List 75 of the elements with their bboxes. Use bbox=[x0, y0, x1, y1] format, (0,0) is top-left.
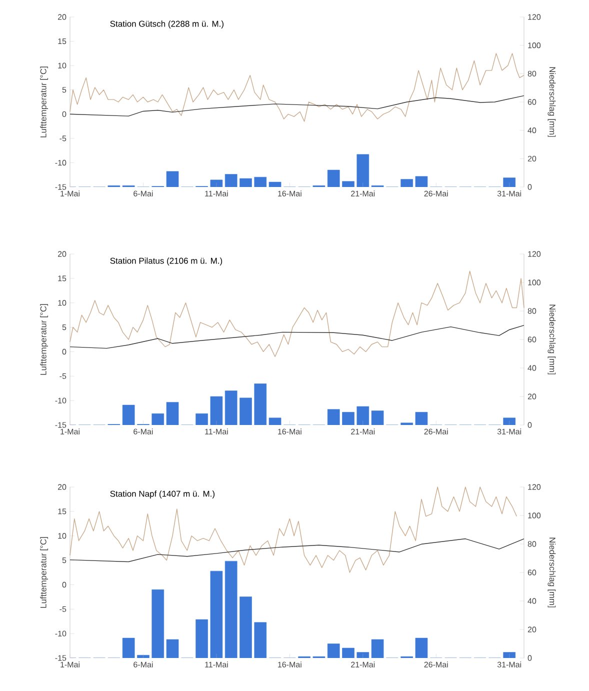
y-axis-title: Lufttemperatur [°C] bbox=[40, 537, 48, 608]
x-tick-label: 16-Mai bbox=[278, 428, 302, 434]
y2-axis-title: Niederschlag [mm] bbox=[548, 67, 556, 137]
x-tick-label: 31-Mai bbox=[497, 190, 522, 196]
y-tick-label: -15 bbox=[55, 655, 66, 661]
y2-tick-label: 0 bbox=[528, 655, 532, 661]
y2-tick-label: 100 bbox=[528, 280, 541, 286]
x-tick-label: 16-Mai bbox=[278, 190, 302, 196]
y-tick-label: -5 bbox=[60, 136, 66, 142]
chart-title: Station Napf (1407 m ü. M.) bbox=[110, 490, 214, 498]
x-tick-label: 11-Mai bbox=[205, 428, 228, 434]
y-tick-label: -15 bbox=[55, 184, 66, 190]
x-tick-label: 11-Mai bbox=[205, 662, 228, 668]
y2-tick-label: 60 bbox=[528, 99, 536, 105]
y2-tick-label: 20 bbox=[528, 394, 536, 400]
y2-tick-label: 100 bbox=[528, 42, 541, 48]
y-tick-label: -10 bbox=[55, 630, 66, 636]
y-tick-label: 20 bbox=[58, 484, 66, 490]
y2-axis-title: Niederschlag [mm] bbox=[548, 538, 556, 608]
y-tick-label: -10 bbox=[55, 160, 66, 166]
y-tick-label: 0 bbox=[62, 348, 66, 355]
y2-tick-label: 20 bbox=[528, 156, 536, 162]
y-tick-label: 10 bbox=[58, 533, 66, 539]
y-axis-title: Lufttemperatur [°C] bbox=[40, 304, 48, 375]
y-tick-label: 5 bbox=[62, 557, 66, 564]
x-tick-label: 1-Mai bbox=[60, 662, 80, 668]
y-tick-label: 0 bbox=[62, 111, 66, 117]
y2-tick-label: 40 bbox=[528, 128, 536, 134]
x-tick-label: 26-Mai bbox=[424, 428, 448, 434]
y-tick-label: -15 bbox=[55, 422, 66, 428]
y-tick-label: 10 bbox=[58, 62, 66, 68]
y2-tick-label: 80 bbox=[528, 70, 536, 76]
y2-tick-label: 120 bbox=[528, 14, 541, 20]
y2-tick-label: 0 bbox=[528, 422, 532, 428]
x-tick-label: 1-Mai bbox=[60, 428, 80, 434]
chart-title: Station Pilatus (2106 m ü. M.) bbox=[110, 258, 222, 266]
x-tick-label: 31-Mai bbox=[497, 662, 522, 668]
y2-tick-label: 80 bbox=[528, 308, 536, 314]
x-tick-label: 21-Mai bbox=[351, 662, 375, 668]
x-tick-label: 6-Mai bbox=[134, 428, 153, 434]
x-tick-label: 26-Mai bbox=[424, 662, 448, 668]
y-tick-label: 20 bbox=[58, 14, 66, 20]
y2-tick-label: 40 bbox=[528, 598, 536, 604]
y2-tick-label: 120 bbox=[528, 484, 541, 490]
y-tick-label: 20 bbox=[58, 251, 66, 257]
y-tick-label: 10 bbox=[58, 300, 66, 306]
y-tick-label: 15 bbox=[58, 38, 66, 44]
y2-tick-label: 40 bbox=[528, 365, 536, 371]
x-tick-label: 16-Mai bbox=[278, 662, 302, 668]
y-tick-label: 0 bbox=[62, 582, 66, 588]
y-tick-label: -10 bbox=[55, 398, 66, 404]
y2-tick-label: 0 bbox=[528, 184, 532, 190]
y-tick-label: 15 bbox=[58, 508, 66, 514]
x-tick-label: 11-Mai bbox=[205, 190, 228, 196]
y-tick-label: 15 bbox=[58, 276, 66, 282]
y2-tick-label: 100 bbox=[528, 512, 541, 518]
y-tick-label: 5 bbox=[62, 324, 66, 330]
x-tick-label: 21-Mai bbox=[351, 190, 375, 196]
x-tick-label: 6-Mai bbox=[134, 662, 153, 668]
x-tick-label: 21-Mai bbox=[351, 428, 375, 434]
y-tick-label: 5 bbox=[62, 87, 66, 93]
x-tick-label: 6-Mai bbox=[134, 190, 153, 196]
y2-tick-label: 60 bbox=[528, 336, 536, 342]
chart-title: Station Gütsch (2288 m ü. M.) bbox=[110, 20, 224, 28]
x-tick-label: 1-Mai bbox=[60, 190, 80, 196]
y2-tick-label: 120 bbox=[528, 251, 541, 257]
y2-axis-title: Niederschlag [mm] bbox=[548, 304, 556, 374]
y2-tick-label: 60 bbox=[528, 570, 536, 576]
y2-tick-label: 20 bbox=[528, 626, 536, 632]
y-axis-title: Lufttemperatur [°C] bbox=[40, 66, 48, 138]
y2-tick-label: 80 bbox=[528, 541, 536, 547]
y-tick-label: -5 bbox=[60, 606, 66, 612]
y-tick-label: -5 bbox=[60, 373, 66, 379]
x-tick-label: 31-Mai bbox=[497, 428, 522, 434]
x-tick-label: 26-Mai bbox=[424, 190, 448, 196]
